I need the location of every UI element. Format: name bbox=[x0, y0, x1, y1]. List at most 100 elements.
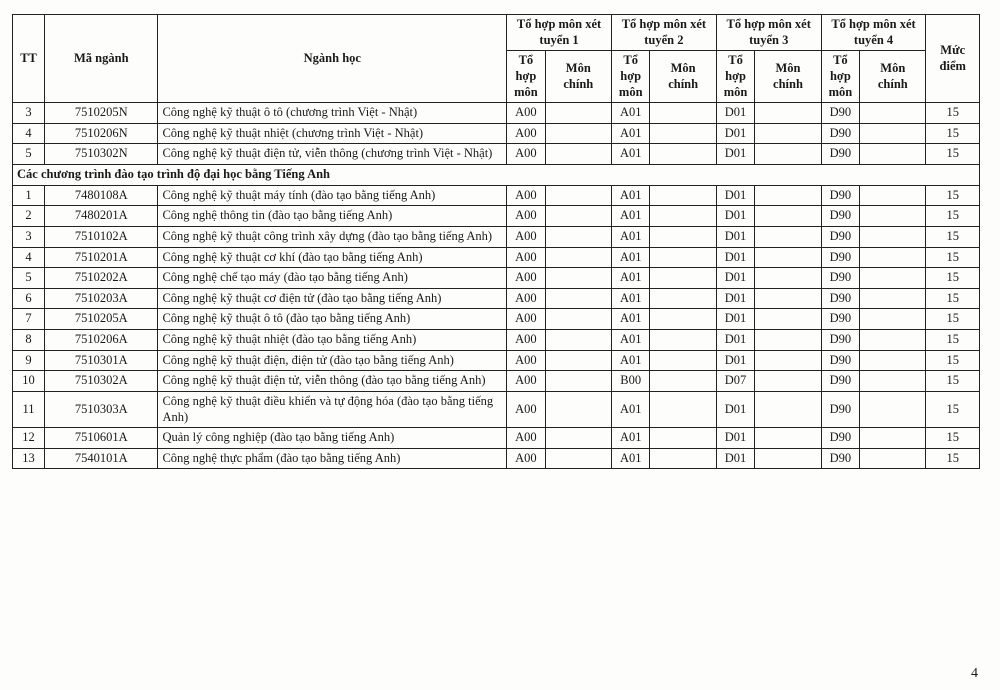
cell-g2: A01 bbox=[611, 247, 650, 268]
cell-m2 bbox=[650, 330, 716, 351]
cell-m4 bbox=[860, 247, 926, 268]
cell-code: 7510102A bbox=[45, 226, 158, 247]
cell-major: Công nghệ kỹ thuật cơ khí (đào tạo bằng … bbox=[158, 247, 507, 268]
cell-major: Quản lý công nghiệp (đào tạo bằng tiếng … bbox=[158, 428, 507, 449]
cell-m4 bbox=[860, 144, 926, 165]
cell-m2 bbox=[650, 268, 716, 289]
cell-m2 bbox=[650, 103, 716, 124]
cell-m3 bbox=[755, 206, 821, 227]
cell-m3 bbox=[755, 144, 821, 165]
table-row: 137540101ACông nghệ thực phẩm (đào tạo b… bbox=[13, 448, 980, 469]
cell-major: Công nghệ kỹ thuật nhiệt (chương trình V… bbox=[158, 123, 507, 144]
header-main-1: Môn chính bbox=[545, 51, 611, 103]
cell-g4: D90 bbox=[821, 123, 860, 144]
table-row: 57510202ACông nghệ chế tạo máy (đào tạo … bbox=[13, 268, 980, 289]
cell-g3: D01 bbox=[716, 123, 755, 144]
cell-g4: D90 bbox=[821, 206, 860, 227]
cell-code: 7510303A bbox=[45, 391, 158, 427]
cell-g2: A01 bbox=[611, 391, 650, 427]
cell-code: 7510205N bbox=[45, 103, 158, 124]
table-row: 127510601AQuản lý công nghiệp (đào tạo b… bbox=[13, 428, 980, 449]
cell-score: 15 bbox=[926, 226, 980, 247]
cell-code: 7510601A bbox=[45, 428, 158, 449]
cell-g1: A00 bbox=[507, 247, 546, 268]
cell-m1 bbox=[545, 144, 611, 165]
cell-g4: D90 bbox=[821, 185, 860, 206]
header-group2: Tổ hợp môn xét tuyển 2 bbox=[611, 15, 716, 51]
cell-m1 bbox=[545, 206, 611, 227]
cell-m1 bbox=[545, 103, 611, 124]
cell-m3 bbox=[755, 268, 821, 289]
cell-tt: 3 bbox=[13, 226, 45, 247]
cell-score: 15 bbox=[926, 391, 980, 427]
cell-g3: D01 bbox=[716, 309, 755, 330]
cell-major: Công nghệ kỹ thuật điều khiển và tự động… bbox=[158, 391, 507, 427]
cell-g2: A01 bbox=[611, 123, 650, 144]
cell-g2: A01 bbox=[611, 226, 650, 247]
cell-g4: D90 bbox=[821, 268, 860, 289]
cell-g4: D90 bbox=[821, 428, 860, 449]
cell-g3: D01 bbox=[716, 350, 755, 371]
cell-g3: D01 bbox=[716, 185, 755, 206]
cell-g1: A00 bbox=[507, 391, 546, 427]
cell-m4 bbox=[860, 448, 926, 469]
cell-m4 bbox=[860, 391, 926, 427]
cell-score: 15 bbox=[926, 103, 980, 124]
cell-g2: A01 bbox=[611, 103, 650, 124]
cell-g1: A00 bbox=[507, 448, 546, 469]
cell-major: Công nghệ kỹ thuật điện, điện tử (đào tạ… bbox=[158, 350, 507, 371]
table-row: 47510206NCông nghệ kỹ thuật nhiệt (chươn… bbox=[13, 123, 980, 144]
cell-m2 bbox=[650, 371, 716, 392]
cell-major: Công nghệ kỹ thuật điện tử, viễn thông (… bbox=[158, 371, 507, 392]
cell-g3: D01 bbox=[716, 391, 755, 427]
cell-m1 bbox=[545, 350, 611, 371]
cell-m3 bbox=[755, 428, 821, 449]
header-subjects-3: Tổ hợp môn bbox=[716, 51, 755, 103]
cell-major: Công nghệ chế tạo máy (đào tạo bằng tiến… bbox=[158, 268, 507, 289]
cell-m4 bbox=[860, 288, 926, 309]
cell-major: Công nghệ kỹ thuật ô tô (chương trình Vi… bbox=[158, 103, 507, 124]
table-row: 97510301ACông nghệ kỹ thuật điện, điện t… bbox=[13, 350, 980, 371]
table-row: 67510203ACông nghệ kỹ thuật cơ điện tử (… bbox=[13, 288, 980, 309]
cell-g3: D01 bbox=[716, 206, 755, 227]
cell-m1 bbox=[545, 288, 611, 309]
cell-score: 15 bbox=[926, 330, 980, 351]
cell-g3: D01 bbox=[716, 268, 755, 289]
cell-major: Công nghệ thông tin (đào tạo bằng tiếng … bbox=[158, 206, 507, 227]
table-row: 77510205ACông nghệ kỹ thuật ô tô (đào tạ… bbox=[13, 309, 980, 330]
header-subjects-1: Tổ hợp môn bbox=[507, 51, 546, 103]
cell-m2 bbox=[650, 448, 716, 469]
cell-g2: A01 bbox=[611, 330, 650, 351]
cell-score: 15 bbox=[926, 309, 980, 330]
cell-tt: 13 bbox=[13, 448, 45, 469]
cell-m1 bbox=[545, 428, 611, 449]
cell-g2: B00 bbox=[611, 371, 650, 392]
cell-score: 15 bbox=[926, 288, 980, 309]
cell-g3: D01 bbox=[716, 330, 755, 351]
section-row-english: Các chương trình đào tạo trình độ đại họ… bbox=[13, 165, 980, 186]
cell-tt: 2 bbox=[13, 206, 45, 227]
cell-m3 bbox=[755, 247, 821, 268]
cell-code: 7480108A bbox=[45, 185, 158, 206]
table-row: 57510302NCông nghệ kỹ thuật điện tử, viễ… bbox=[13, 144, 980, 165]
cell-m2 bbox=[650, 185, 716, 206]
cell-score: 15 bbox=[926, 268, 980, 289]
cell-m4 bbox=[860, 103, 926, 124]
cell-m2 bbox=[650, 309, 716, 330]
cell-g2: A01 bbox=[611, 448, 650, 469]
cell-m1 bbox=[545, 391, 611, 427]
cell-g4: D90 bbox=[821, 448, 860, 469]
cell-score: 15 bbox=[926, 371, 980, 392]
cell-m4 bbox=[860, 185, 926, 206]
cell-m1 bbox=[545, 247, 611, 268]
cell-tt: 3 bbox=[13, 103, 45, 124]
cell-g4: D90 bbox=[821, 103, 860, 124]
cell-g1: A00 bbox=[507, 226, 546, 247]
cell-m4 bbox=[860, 206, 926, 227]
cell-g4: D90 bbox=[821, 309, 860, 330]
cell-m3 bbox=[755, 350, 821, 371]
cell-major: Công nghệ kỹ thuật điện tử, viễn thông (… bbox=[158, 144, 507, 165]
cell-tt: 9 bbox=[13, 350, 45, 371]
cell-tt: 5 bbox=[13, 144, 45, 165]
cell-m2 bbox=[650, 391, 716, 427]
